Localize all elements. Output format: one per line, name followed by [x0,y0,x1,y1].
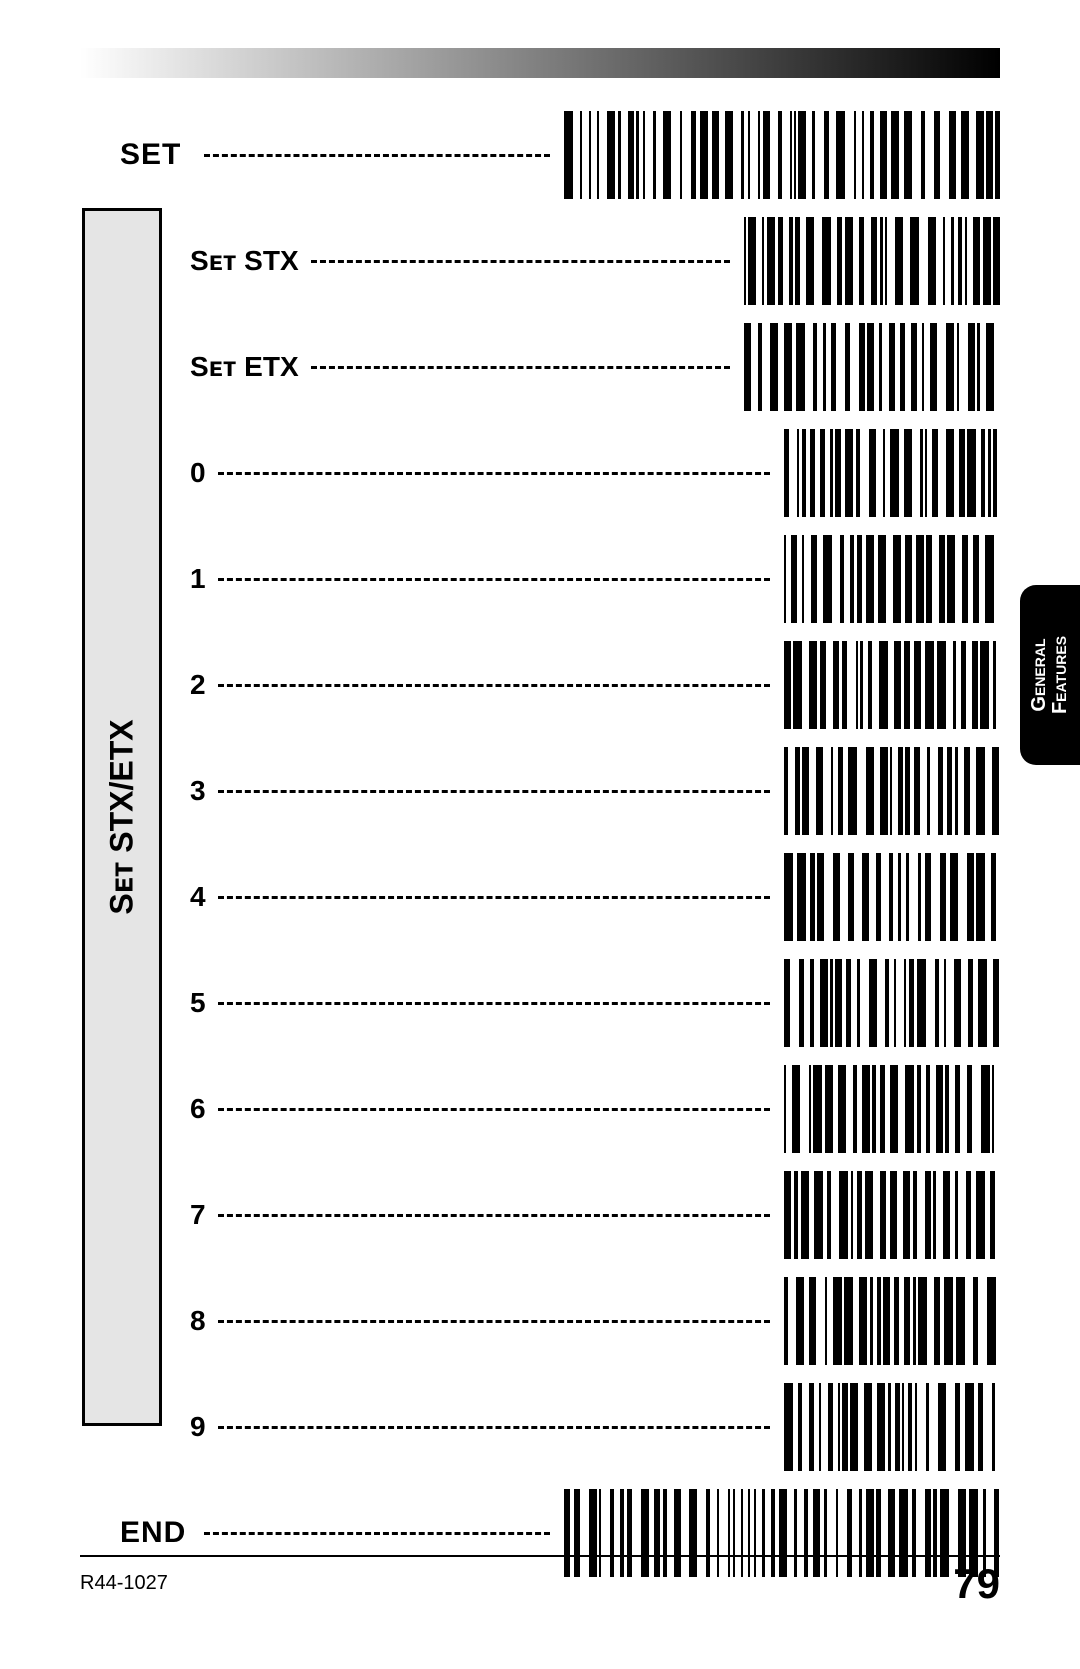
barcode-row-d4: 4 [190,847,1000,947]
barcode-row-label: 1 [190,563,214,595]
barcode-row-set: SET [190,105,1000,205]
barcode-d7 [780,1171,1000,1259]
leader-line [218,896,770,899]
leader-line [218,578,770,581]
barcode-row-label: 5 [190,987,214,1019]
section-tab-label: General Features [1029,636,1071,714]
barcode-set-etx [740,323,1000,411]
page: General Features Sᴇᴛ STX/ETX SETSᴇᴛ STXS… [0,0,1080,1669]
leader-line [218,1002,770,1005]
leader-line [218,1214,770,1217]
barcode-d6 [780,1065,1000,1153]
barcode-row-label: 0 [190,457,214,489]
barcode-row-d5: 5 [190,953,1000,1053]
barcode-row-end: END [190,1483,1000,1583]
barcode-row-label: SET [120,138,200,172]
barcode-row-d6: 6 [190,1059,1000,1159]
leader-line [311,366,730,369]
barcode-row-set-etx: Sᴇᴛ ETX [190,317,1000,417]
barcode-row-d2: 2 [190,635,1000,735]
barcode-d4 [780,853,1000,941]
barcode-row-label: Sᴇᴛ STX [190,245,307,277]
section-tab: General Features [1020,585,1080,765]
leader-line [204,1532,550,1535]
barcode-d9 [780,1383,1000,1471]
barcode-row-d7: 7 [190,1165,1000,1265]
barcode-end [560,1489,1000,1577]
doc-code: R44-1027 [80,1572,168,1595]
barcode-d3 [780,747,1000,835]
barcode-row-label: 8 [190,1305,214,1337]
barcode-row-label: 3 [190,775,214,807]
barcode-d2 [780,641,1000,729]
category-sidebar-title: Sᴇᴛ STX/ETX [104,719,141,914]
leader-line [218,684,770,687]
header-gradient-bar [80,48,1000,78]
leader-line [218,1426,770,1429]
leader-line [311,260,730,263]
barcode-row-label: 7 [190,1199,214,1231]
barcode-row-label: Sᴇᴛ ETX [190,351,307,383]
barcode-d8 [780,1277,1000,1365]
barcode-row-label: 4 [190,881,214,913]
barcode-row-d3: 3 [190,741,1000,841]
barcode-d0 [780,429,1000,517]
barcode-d5 [780,959,1000,1047]
page-number: 79 [953,1560,1000,1608]
barcode-row-label: 2 [190,669,214,701]
leader-line [218,1320,770,1323]
section-tab-line1: General [1028,638,1050,711]
barcode-set [560,111,1000,199]
leader-line [204,154,550,157]
leader-line [218,1108,770,1111]
barcode-row-d1: 1 [190,529,1000,629]
barcode-row-label: 6 [190,1093,214,1125]
barcode-d1 [780,535,1000,623]
barcode-row-d9: 9 [190,1377,1000,1477]
barcode-row-d8: 8 [190,1271,1000,1371]
section-tab-line2: Features [1049,636,1071,714]
barcode-rows: SET Sᴇᴛ STX Sᴇᴛ ETX 0 1 2 3 4 5 6 7 8 9 END [190,105,1000,1589]
barcode-row-label: 9 [190,1411,214,1443]
barcode-row-label: END [120,1516,200,1550]
barcode-row-d0: 0 [190,423,1000,523]
footer-rule [80,1555,1000,1557]
leader-line [218,472,770,475]
category-sidebar: Sᴇᴛ STX/ETX [82,208,162,1426]
barcode-row-set-stx: Sᴇᴛ STX [190,211,1000,311]
leader-line [218,790,770,793]
barcode-set-stx [740,217,1000,305]
